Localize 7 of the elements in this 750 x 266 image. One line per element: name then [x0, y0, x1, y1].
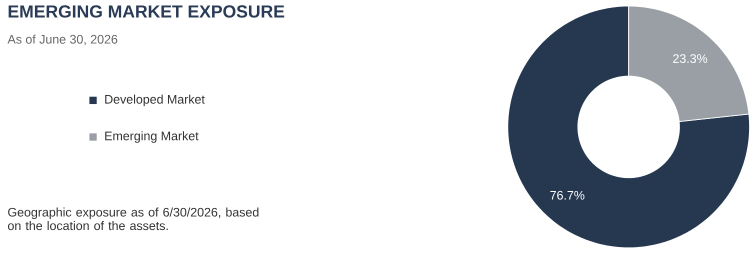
data-label: 76.7%	[550, 190, 584, 200]
legend-label: Emerging Market	[105, 131, 199, 143]
legend-label: Developed Market	[105, 94, 205, 106]
chart-title: EMERGING MARKET EXPOSURE	[8, 5, 284, 18]
text: As of June 30, 2026	[8, 34, 118, 46]
data-label: 23.3%	[673, 54, 708, 64]
text: Geographic exposure as of 6/30/2026, based on the location of the assets.	[8, 208, 258, 230]
